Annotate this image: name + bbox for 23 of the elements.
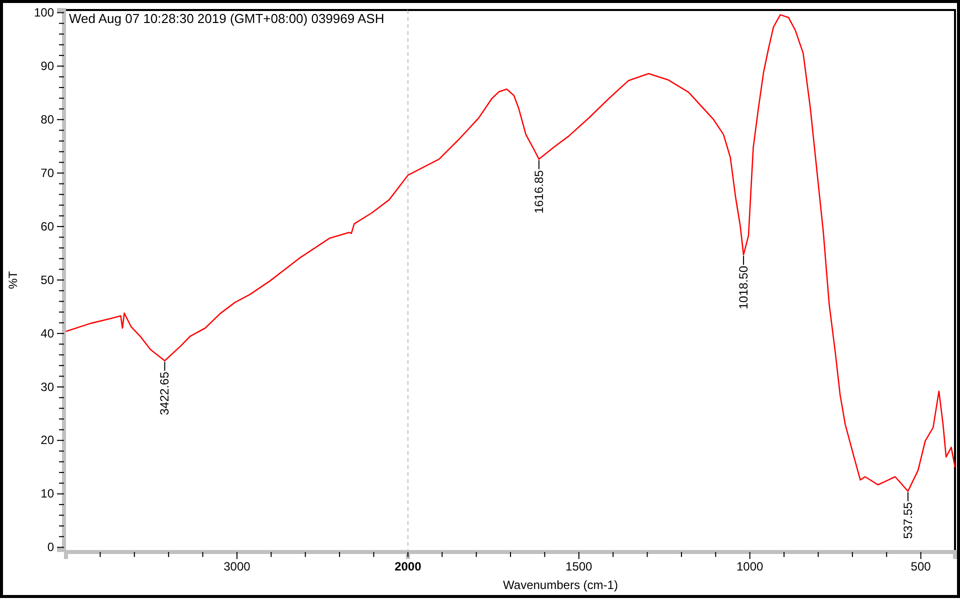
x-tick-label: 1000 — [736, 560, 764, 574]
x-tick-label: 500 — [910, 560, 932, 574]
annotation: 3422.65 — [158, 371, 172, 416]
annotation: 1616.85 — [532, 170, 546, 214]
annotation: 1018.50 — [736, 266, 751, 310]
y-tick-label: 60 — [40, 219, 54, 234]
annotation: 537.55 — [900, 502, 915, 539]
x-tick-label: 3000 — [224, 560, 251, 574]
y-axis-title: %T — [6, 270, 20, 289]
y-tick-label: 40 — [40, 326, 54, 340]
y-tick-label: 10 — [40, 486, 54, 501]
y-tick-label: 90 — [40, 58, 54, 73]
y-tick-label: 50 — [40, 272, 54, 287]
x-tick-label: 1500 — [566, 560, 593, 574]
y-tick-label: 0 — [47, 540, 54, 554]
y-tick-label: 70 — [40, 166, 54, 180]
chart-title: Wed Aug 07 10:28:30 2019 (GMT+08:00) 039969 ASH — [69, 11, 384, 26]
x-axis-title: Wavenumbers (cm-1) — [503, 578, 618, 592]
x-tick-label: 2000 — [394, 560, 422, 574]
y-tick-label: 20 — [40, 433, 54, 448]
y-tick-label: 30 — [40, 380, 54, 394]
y-tick-label: 80 — [40, 112, 54, 126]
y-tick-label: 100 — [34, 6, 54, 20]
